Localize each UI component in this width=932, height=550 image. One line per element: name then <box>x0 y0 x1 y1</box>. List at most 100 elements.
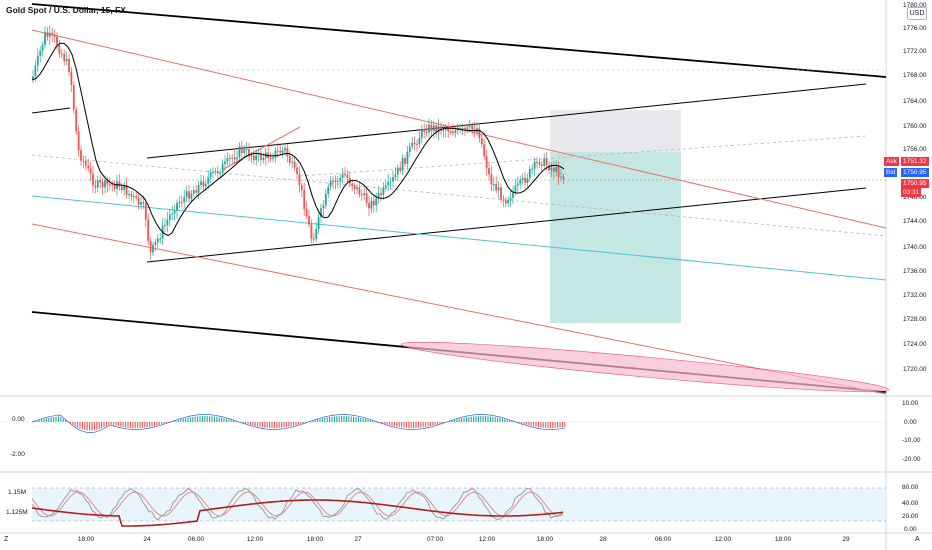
candle-body <box>329 180 332 187</box>
candle-body <box>212 172 214 174</box>
candle-body <box>89 168 92 174</box>
candle-body <box>437 126 440 133</box>
candle-body <box>236 157 238 160</box>
candle-body <box>296 167 298 174</box>
candle-body <box>219 172 222 174</box>
candle-body <box>221 164 224 173</box>
rsi-tick-80: 80.00 <box>902 484 919 491</box>
macd-tick-10: 10.00 <box>902 400 919 407</box>
candle-body <box>368 202 370 209</box>
price-tick-label: 1732.00 <box>903 292 927 299</box>
candle-body <box>471 125 474 130</box>
candle-body <box>245 149 248 151</box>
volume-oscillator-line <box>31 499 564 527</box>
candle-body <box>233 157 236 160</box>
candle-body <box>144 203 147 220</box>
candle-body <box>512 191 514 198</box>
candle-body <box>548 165 550 171</box>
candle-body <box>413 142 416 144</box>
candle-body <box>396 167 399 175</box>
candle-body <box>370 200 373 209</box>
time-tick-label: 12:00 <box>246 536 264 543</box>
candle-body <box>156 238 159 243</box>
rsi-ma-line <box>31 491 564 517</box>
candle-body <box>94 185 97 188</box>
candle-body <box>176 202 178 211</box>
candle-body <box>204 183 207 187</box>
candle-body <box>53 34 56 37</box>
channel-bottom-line <box>146 187 867 263</box>
stop-loss-zone <box>550 110 681 152</box>
candle-body <box>272 157 274 159</box>
candle-body <box>106 180 109 185</box>
candle-body <box>303 189 306 210</box>
time-tick-label: 07:00 <box>426 536 444 543</box>
candle-body <box>526 178 529 183</box>
candle-body <box>459 127 462 130</box>
time-tick-label: 18:00 <box>536 536 554 543</box>
candle-body <box>99 180 102 183</box>
candle-body <box>324 193 327 206</box>
candle-body <box>346 174 349 178</box>
candle-body <box>262 158 265 161</box>
volume-label-2: 1.125M <box>6 509 28 516</box>
price-tick-label: 1776.00 <box>903 25 927 32</box>
candle-body <box>180 202 183 204</box>
candle-body <box>444 128 447 131</box>
candle-body <box>500 187 502 200</box>
candle-body <box>516 183 519 186</box>
candle-body <box>87 165 90 169</box>
candle-body <box>406 151 409 164</box>
goto-date-icon[interactable]: Z <box>4 536 9 543</box>
candle-body <box>557 166 560 178</box>
candle-body <box>560 176 562 178</box>
candle-body <box>531 168 534 170</box>
time-tick-label: 24 <box>143 536 151 543</box>
candle-body <box>226 157 229 162</box>
candle-body <box>46 32 49 37</box>
candle-body <box>142 202 145 204</box>
candle-body <box>92 173 94 186</box>
candle-body <box>372 200 375 206</box>
currency-button[interactable]: USD <box>907 7 927 20</box>
candle-body <box>464 128 466 130</box>
candle-body <box>171 213 174 215</box>
candle-body <box>382 187 385 195</box>
rsi-tick-40: 40.00 <box>902 500 919 507</box>
candle-body <box>377 193 380 198</box>
macd-minus-label: -2.00 <box>10 451 25 458</box>
candle-body <box>336 181 339 183</box>
candle-body <box>365 193 368 203</box>
time-tick-label: 18:00 <box>77 536 95 543</box>
countdown-tag: 03:31 <box>901 188 922 197</box>
candle-body <box>41 44 44 51</box>
candle-body <box>147 219 150 241</box>
candle-body <box>192 190 195 194</box>
dashed-guide-1 <box>31 154 887 237</box>
candle-body <box>358 187 361 195</box>
candle-body <box>334 181 337 183</box>
candle-body <box>536 161 538 163</box>
candle-body <box>466 127 469 130</box>
candle-body <box>404 158 406 164</box>
candle-body <box>60 53 63 55</box>
macd-signal-line <box>31 414 565 433</box>
candle-body <box>291 161 294 163</box>
candle-body <box>123 185 126 191</box>
symbol-legend[interactable]: Gold Spot / U.S. Dollar, 15, FX <box>6 5 126 15</box>
candle-body <box>418 137 421 145</box>
auto-scale-button[interactable]: A <box>915 536 920 543</box>
candle-body <box>125 185 128 195</box>
candle-body <box>533 161 536 169</box>
candle-body <box>504 200 507 204</box>
candle-body <box>492 184 495 186</box>
candle-body <box>82 160 85 162</box>
candle-body <box>514 185 517 192</box>
candle-body <box>375 197 378 206</box>
candle-body <box>320 208 322 218</box>
ask-label: Ask <box>884 157 899 166</box>
candle-body <box>168 214 171 220</box>
candle-body <box>63 54 66 62</box>
